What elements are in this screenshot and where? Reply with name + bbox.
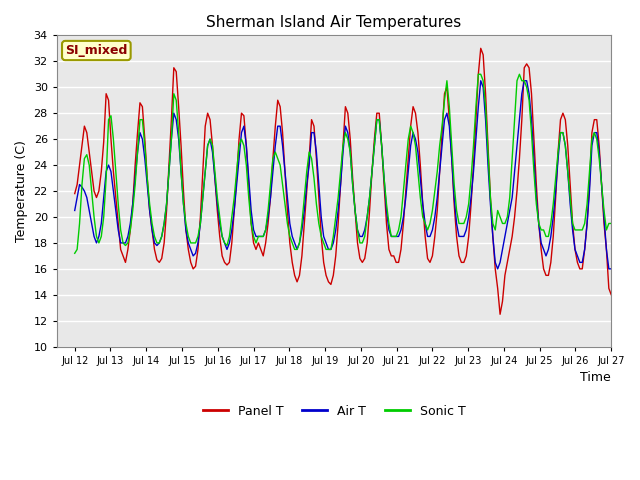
Panel T — [315, 194, 323, 200]
Line: Sonic T: Sonic T — [75, 74, 611, 253]
Sonic T — [189, 240, 197, 246]
Line: Air T: Air T — [75, 81, 611, 269]
Line: Panel T: Panel T — [75, 48, 611, 314]
Air T — [344, 130, 351, 135]
Panel T — [293, 279, 301, 285]
Air T — [494, 266, 502, 272]
Sonic T — [293, 247, 301, 252]
Sonic T — [344, 136, 351, 142]
Panel T — [71, 191, 79, 196]
Y-axis label: Temperature (C): Temperature (C) — [15, 140, 28, 242]
Sonic T — [607, 221, 615, 227]
Legend: Panel T, Air T, Sonic T: Panel T, Air T, Sonic T — [198, 400, 470, 423]
Air T — [71, 208, 79, 214]
Air T — [315, 181, 323, 187]
Panel T — [189, 266, 197, 272]
Panel T — [607, 292, 615, 298]
Sonic T — [279, 181, 287, 187]
Sonic T — [71, 251, 79, 256]
Text: SI_mixed: SI_mixed — [65, 44, 127, 57]
Panel T — [279, 130, 287, 135]
Panel T — [344, 110, 351, 116]
Sonic T — [315, 221, 323, 227]
Panel T — [477, 46, 484, 51]
Air T — [477, 78, 484, 84]
Air T — [279, 143, 287, 148]
Air T — [603, 247, 611, 252]
Sonic T — [474, 72, 482, 77]
Air T — [189, 253, 197, 259]
Panel T — [603, 247, 611, 252]
Air T — [293, 247, 301, 252]
Air T — [607, 266, 615, 272]
X-axis label: Time: Time — [580, 372, 611, 384]
Title: Sherman Island Air Temperatures: Sherman Island Air Temperatures — [207, 15, 461, 30]
Sonic T — [600, 208, 608, 214]
Panel T — [496, 312, 504, 317]
